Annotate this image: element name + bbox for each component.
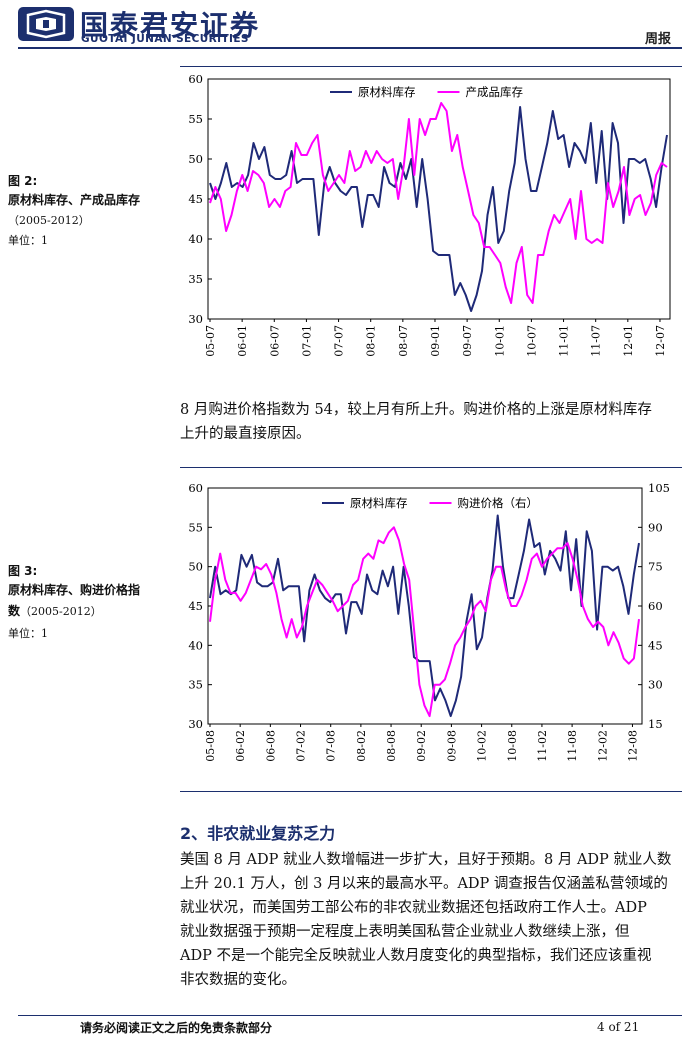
figure-2-unit: 单位：1 (8, 234, 48, 247)
figure-3-title-cont: 数（2005-2012） (8, 600, 180, 621)
company-name-en: GUOTAI JUNAN SECURITIES (81, 33, 249, 45)
x-tick-label: 12-01 (622, 325, 635, 357)
page-number: 4 of 21 (597, 1020, 640, 1034)
plot-frame (207, 487, 643, 725)
x-tick-label: 09-02 (415, 730, 428, 762)
figure-2-title: 原材料库存、产成品库存 (8, 193, 141, 207)
header-rule (18, 47, 682, 49)
paragraph-purchase-price: 8 月购进价格指数为 54，较上月有所上升。购进价格的上涨是原材料库存 上升的最… (180, 398, 685, 446)
legend-label: 产成品库存 (466, 85, 524, 99)
y-tick-label: 50 (188, 560, 203, 574)
y-tick-label: 35 (188, 272, 203, 286)
y-tick-label: 30 (188, 717, 203, 731)
figure-2-caption: 图 2: 原材料库存、产成品库存 （2005-2012） 单位：1 (8, 172, 178, 248)
y-tick-label: 50 (188, 152, 203, 166)
x-tick-label: 12-07 (654, 325, 667, 357)
footer-disclaimer: 请务必阅读正文之后的免责条款部分 (80, 1021, 273, 1035)
paragraph-2-line: 就业状况，而美国劳工部公布的非农就业数据还包括政府工作人士。ADP (180, 900, 647, 916)
x-tick-label: 10-01 (493, 325, 506, 357)
company-logo-icon (18, 7, 74, 41)
x-tick-label: 05-08 (204, 730, 217, 762)
x-tick-label: 07-01 (300, 325, 313, 357)
x-tick-label: 09-07 (461, 325, 474, 357)
paragraph-2-line: 非农数据的变化。 (180, 972, 296, 988)
x-tick-label: 06-07 (268, 325, 281, 357)
section-title: 2、非农就业复苏乏力 (180, 824, 336, 843)
figure-2-top-rule (180, 66, 682, 67)
x-tick-label: 09-01 (429, 325, 442, 357)
series-line (209, 106, 668, 312)
figure-3-top-rule (180, 467, 682, 468)
y-tick-label: 60 (188, 481, 203, 495)
paragraph-2-line: 美国 8 月 ADP 就业人数增幅进一步扩大，且好于预期。8 月 ADP 就业人… (180, 852, 672, 868)
figure-3-number: 图 3: (8, 564, 38, 578)
x-tick-label: 06-02 (234, 730, 247, 762)
figure-2-period: （2005-2012） (8, 214, 90, 227)
x-tick-label: 12-08 (626, 730, 639, 762)
y2-tick-label: 30 (648, 678, 663, 692)
figure-2-number: 图 2: (8, 174, 38, 188)
x-tick-label: 11-07 (590, 325, 603, 357)
legend-label: 原材料库存 (350, 496, 408, 510)
plot-frame (207, 78, 671, 320)
y2-tick-label: 75 (648, 560, 663, 574)
paragraph-1-line-1: 8 月购进价格指数为 54，较上月有所上升。购进价格的上涨是原材料库存 (180, 402, 652, 418)
paragraph-2-line: ADP 不是一个能完全反映就业人数月度变化的典型指标，我们还应该重视 (180, 948, 652, 964)
x-tick-label: 06-01 (236, 325, 249, 357)
x-tick-label: 05-07 (204, 325, 217, 357)
y-tick-label: 45 (188, 599, 203, 613)
x-tick-label: 08-02 (355, 730, 368, 762)
x-tick-label: 07-02 (295, 730, 308, 762)
figure-3-bottom-rule (180, 791, 682, 792)
series-line (209, 514, 640, 718)
figure-3-title: 原材料库存、购进价格指 (8, 583, 141, 597)
x-tick-label: 07-08 (325, 730, 338, 762)
x-tick-label: 08-07 (397, 325, 410, 357)
chart-raw-materials-purchase-price: 30 35 40 45 50 55 60 15 30 45 60 75 90 105 05-08 06-02 0… (188, 481, 670, 762)
x-tick-label: 06-08 (264, 730, 277, 762)
series-line (209, 102, 668, 304)
x-tick-label: 08-08 (385, 730, 398, 762)
x-tick-label: 09-08 (445, 730, 458, 762)
legend-label: 购进价格（右） (458, 496, 539, 510)
x-tick-label: 11-08 (566, 730, 579, 762)
x-tick-label: 07-07 (333, 325, 346, 357)
series-line (209, 526, 640, 718)
y2-tick-label: 60 (648, 599, 663, 613)
header: 国泰君安证券 GUOTAI JUNAN SECURITIES 周报 (0, 0, 700, 47)
footer-rule (18, 1015, 682, 1016)
paragraph-adp-employment: 美国 8 月 ADP 就业人数增幅进一步扩大，且好于预期。8 月 ADP 就业人… (180, 848, 690, 992)
report-type: 周报 (645, 32, 672, 47)
y-tick-label: 40 (188, 232, 203, 246)
y2-tick-label: 90 (648, 520, 663, 534)
figure-3-caption: 图 3: 原材料库存、购进价格指 数（2005-2012） 单位：1 (8, 562, 180, 641)
y2-tick-label: 15 (648, 717, 663, 731)
y-tick-label: 45 (188, 192, 203, 206)
y-tick-label: 35 (188, 678, 203, 692)
x-tick-label: 10-02 (476, 730, 489, 762)
y-tick-label: 55 (188, 520, 203, 534)
y-tick-label: 60 (188, 72, 203, 86)
x-tick-label: 10-08 (506, 730, 519, 762)
paragraph-2-line: 就业数据强于预期一定程度上表明美国私营企业就业人数继续上涨，但 (180, 924, 630, 940)
y-tick-label: 30 (188, 312, 203, 326)
paragraph-1-line-2: 上升的最直接原因。 (180, 426, 311, 442)
y-tick-label: 55 (188, 112, 203, 126)
figure-3-period: （2005-2012） (20, 605, 102, 618)
x-tick-label: 11-02 (536, 730, 549, 762)
legend-label: 原材料库存 (358, 85, 416, 99)
company-name-cn: 国泰君安证券 (80, 9, 261, 42)
x-tick-label: 12-02 (596, 730, 609, 762)
paragraph-2-line: 上升 20.1 万人，创 3 月以来的最高水平。ADP 调查报告仅涵盖私营领域的 (180, 876, 668, 892)
y2-tick-label: 105 (648, 481, 670, 495)
chart-raw-materials-finished-goods: 30 35 40 45 50 55 60 05-07 06-01 06-07 07-01 07-07 0… (188, 72, 671, 357)
x-tick-label: 11-01 (558, 325, 571, 357)
y-tick-label: 40 (188, 638, 203, 652)
figure-3-title-end: 数 (8, 604, 21, 618)
x-tick-label: 08-01 (365, 325, 378, 357)
x-tick-label: 10-07 (525, 325, 538, 357)
y2-tick-label: 45 (648, 638, 663, 652)
figure-3-unit: 单位：1 (8, 627, 48, 640)
